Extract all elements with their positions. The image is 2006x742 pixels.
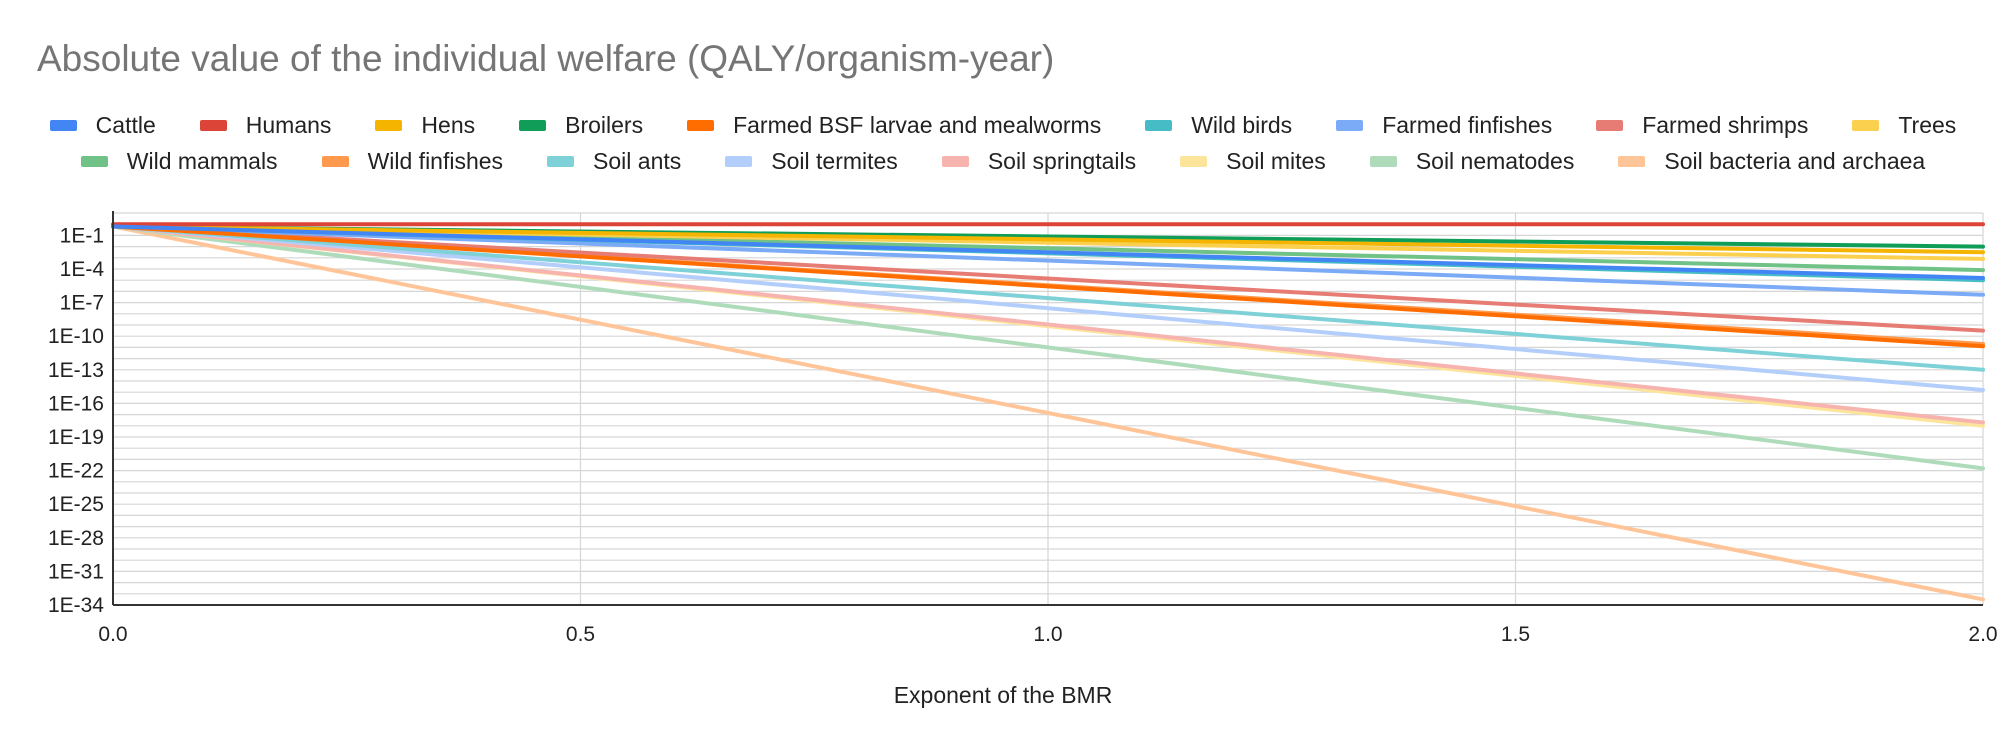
legend-item[interactable]: Soil springtails: [941, 146, 1137, 176]
series-lines: [111, 222, 1985, 602]
chart-title: Absolute value of the individual welfare…: [37, 38, 1055, 79]
series-line-hens[interactable]: [111, 224, 1985, 255]
legend-label: Soil springtails: [987, 147, 1137, 174]
legend-label: Soil bacteria and archaea: [1664, 147, 1926, 174]
y-tick-label: 1E-4: [60, 258, 105, 281]
legend-label: Soil nematodes: [1415, 147, 1575, 174]
x-axis-title: Exponent of the BMR: [893, 682, 1113, 708]
series-line-cattle[interactable]: [111, 224, 1985, 280]
legend-row-2: Wild mammals Wild finfishes Soil ants Soil …: [0, 146, 2006, 176]
legend-swatch: [199, 119, 227, 131]
y-tick-label: 1E-22: [48, 460, 104, 483]
legend-label: Trees: [1898, 111, 1957, 138]
legend-label: Farmed shrimps: [1642, 111, 1809, 138]
legend-item[interactable]: Soil termites: [725, 146, 898, 176]
series-line-farmed-finfishes[interactable]: [111, 224, 1985, 297]
x-tick-label: 1.0: [1033, 623, 1062, 646]
y-tick-label: 1E-19: [48, 426, 104, 449]
series-line-soil-springtails[interactable]: [111, 224, 1985, 425]
legend-item[interactable]: Soil ants: [547, 146, 681, 176]
legend-item[interactable]: Humans: [199, 110, 332, 140]
legend-label: Hens: [421, 111, 476, 138]
x-tick-label: 0.5: [566, 623, 595, 646]
series-line-soil-termites[interactable]: [111, 224, 1985, 392]
legend-item[interactable]: Wild mammals: [80, 146, 278, 176]
legend-swatch: [321, 155, 349, 167]
series-line-soil-bacteria-and-archaea[interactable]: [111, 224, 1985, 602]
legend-swatch: [1618, 155, 1646, 167]
legend-item[interactable]: Cattle: [49, 110, 156, 140]
legend-label: Soil termites: [771, 147, 898, 174]
legend-swatch: [1852, 119, 1880, 131]
legend-item[interactable]: Soil nematodes: [1369, 146, 1575, 176]
legend-swatch: [49, 119, 77, 131]
legend-item[interactable]: Farmed BSF larvae and mealworms: [687, 110, 1101, 140]
legend-swatch: [375, 119, 403, 131]
series-line-farmed-bsf-larvae-and-mealworms[interactable]: [111, 224, 1985, 349]
legend-swatch: [1145, 119, 1173, 131]
legend-row-1: Cattle Humans Hens Broilers Farmed BSF larva…: [0, 110, 2006, 140]
y-tick-label: 1E-16: [48, 392, 104, 415]
legend-item[interactable]: Wild birds: [1145, 110, 1292, 140]
legend-label: Cattle: [95, 111, 156, 138]
legend-swatch: [1336, 119, 1364, 131]
y-tick-label: 1E-10: [48, 325, 104, 348]
legend-swatch: [1369, 155, 1397, 167]
series-line-farmed-shrimps[interactable]: [111, 224, 1985, 333]
legend-swatch: [725, 155, 753, 167]
legend-item[interactable]: Soil bacteria and archaea: [1618, 146, 1925, 176]
y-tick-label: 1E-25: [48, 493, 104, 516]
legend-label: Soil ants: [593, 147, 682, 174]
legend-label: Wild finfishes: [367, 147, 504, 174]
y-tick-label: 1E-28: [48, 527, 104, 550]
legend-item[interactable]: Wild finfishes: [321, 146, 504, 176]
legend-swatch: [80, 155, 108, 167]
x-tick-label: 1.5: [1501, 623, 1530, 646]
y-tick-label: 1E-34: [48, 594, 104, 617]
legend-item[interactable]: Farmed finfishes: [1336, 110, 1552, 140]
legend-swatch: [687, 119, 715, 131]
legend-item[interactable]: Hens: [375, 110, 475, 140]
y-tick-label: 1E-1: [60, 224, 104, 247]
y-tick-label: 1E-7: [60, 292, 104, 315]
series-line-soil-ants[interactable]: [111, 224, 1985, 372]
x-tick-labels: 0.0 0.5 1.0 1.5 2.0: [98, 623, 1997, 646]
legend-label: Broilers: [565, 111, 644, 138]
legend-swatch: [1180, 155, 1208, 167]
legend-label: Humans: [245, 111, 332, 138]
y-tick-label: 1E-13: [48, 359, 104, 382]
legend-label: Wild birds: [1191, 111, 1293, 138]
legend-label: Wild mammals: [126, 147, 278, 174]
legend-swatch: [941, 155, 969, 167]
y-tick-labels: 1E-1 1E-4 1E-7 1E-10 1E-13 1E-16 1E-19 1E-22 1E-…: [48, 224, 104, 617]
legend-item[interactable]: Soil mites: [1180, 146, 1326, 176]
legend-label: Farmed finfishes: [1382, 111, 1553, 138]
legend-swatch: [1596, 119, 1624, 131]
legend-item[interactable]: Trees: [1852, 110, 1956, 140]
legend-swatch: [519, 119, 547, 131]
legend-label: Farmed BSF larvae and mealworms: [733, 111, 1102, 138]
legend-item[interactable]: Broilers: [519, 110, 643, 140]
legend-item[interactable]: Farmed shrimps: [1596, 110, 1808, 140]
legend-label: Soil mites: [1226, 147, 1326, 174]
x-tick-label: 2.0: [1968, 623, 1997, 646]
axes: [112, 211, 1983, 606]
legend-swatch: [547, 155, 575, 167]
series-line-soil-nematodes[interactable]: [111, 224, 1985, 471]
y-tick-label: 1E-31: [48, 560, 104, 583]
x-tick-label: 0.0: [98, 623, 127, 646]
